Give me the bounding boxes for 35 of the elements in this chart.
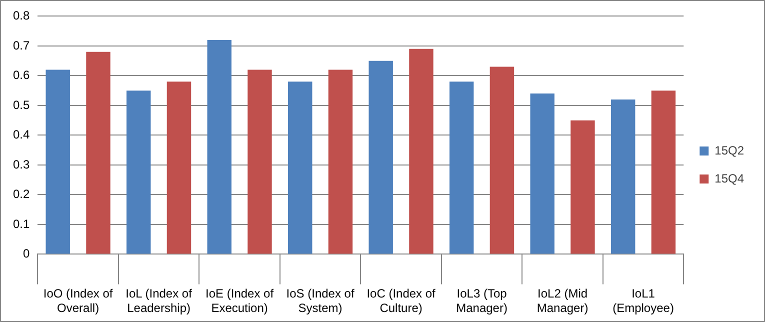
y-tick-label: 0.5 xyxy=(12,98,30,112)
x-tick-label: IoO (Index of Overall) xyxy=(43,286,114,316)
x-tick-label: IoL2 (Mid Manager) xyxy=(536,286,588,316)
bar xyxy=(610,100,636,254)
y-tick-label: 0.2 xyxy=(12,187,30,202)
bar xyxy=(530,94,554,254)
bar xyxy=(86,52,110,254)
bar xyxy=(288,82,312,254)
y-tick-label: 0.7 xyxy=(12,38,30,52)
bar xyxy=(409,48,434,254)
x-tick-label: IoC (Index of Culture) xyxy=(366,286,436,316)
legend-label: 15Q2 xyxy=(714,143,744,158)
bar xyxy=(570,120,595,254)
bar xyxy=(449,82,474,254)
x-tick-label: IoE (Index of Execution) xyxy=(206,286,274,316)
y-tick-label: 0 xyxy=(22,246,30,261)
y-tick-label: 0.6 xyxy=(12,68,30,82)
bar xyxy=(126,90,151,254)
legend-label: 15Q4 xyxy=(714,171,744,186)
y-tick-label: 0.3 xyxy=(12,157,30,172)
y-tick-label: 0.1 xyxy=(12,216,30,231)
bar xyxy=(368,60,393,254)
bar xyxy=(46,70,70,254)
bar xyxy=(651,90,676,254)
y-tick-label: 0.4 xyxy=(12,128,30,142)
x-tick-label: IoL3 (Top Manager) xyxy=(456,286,508,316)
x-tick-label: IoL (Index of Leadership) xyxy=(126,286,193,316)
bar xyxy=(248,70,272,254)
x-tick-label: IoL1 (Employee) xyxy=(612,286,674,316)
y-tick-label: 0.8 xyxy=(12,8,30,23)
x-tick-label: IoS (Index of System) xyxy=(286,286,355,316)
bar xyxy=(328,70,353,254)
bar xyxy=(490,66,514,254)
bar xyxy=(166,82,192,254)
bar xyxy=(207,40,232,254)
